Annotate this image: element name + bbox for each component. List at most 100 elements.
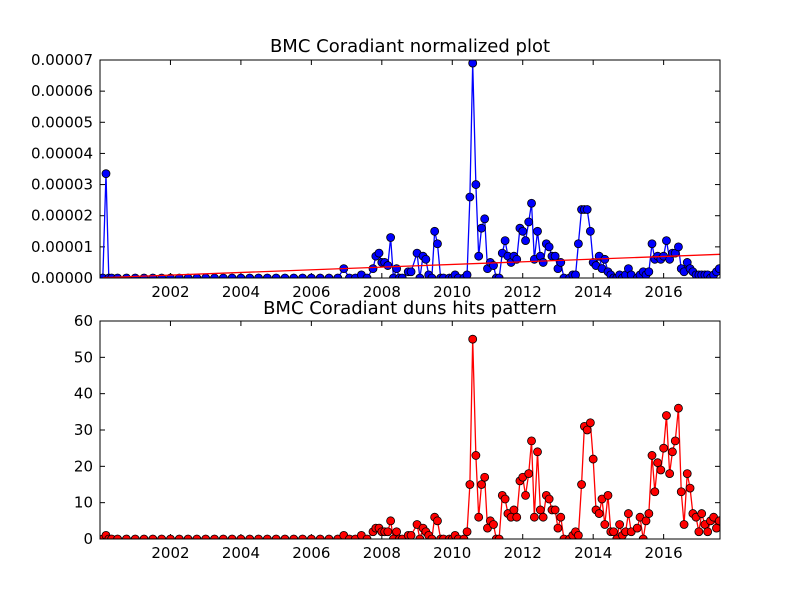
normalized-series-0-point-16 bbox=[218, 273, 228, 278]
duns-hits-series-0-point-63 bbox=[462, 527, 472, 537]
duns-hits-series-0-point-107 bbox=[594, 509, 604, 518]
normalized-series-0-point-76 bbox=[500, 236, 510, 246]
normalized-series-0-point-54 bbox=[430, 226, 440, 236]
normalized-series-0-point-93 bbox=[550, 251, 560, 261]
normalized-series-0-point-83 bbox=[521, 236, 530, 246]
duns-hits-x-tick-label-7: 2016 bbox=[645, 544, 683, 562]
duns-hits-series-0-point-146 bbox=[712, 523, 720, 533]
normalized-x-tick-label-5: 2012 bbox=[504, 283, 542, 301]
duns-hits-series-0-point-67 bbox=[474, 512, 484, 522]
duns-hits-series-0-point-131 bbox=[668, 447, 677, 457]
duns-hits-x-tick-label-1: 2004 bbox=[222, 544, 260, 562]
normalized-x-tick-label-2: 2006 bbox=[292, 283, 330, 301]
duns-hits-y-tick-label-1: 10 bbox=[74, 494, 93, 512]
normalized-series-0-point-133 bbox=[674, 242, 683, 252]
normalized-x-tick-label-6: 2014 bbox=[574, 283, 612, 301]
normalized-series-0-point-34 bbox=[362, 273, 372, 278]
duns-hits-series-0-point-104 bbox=[585, 418, 595, 428]
normalized-plot-panel: BMC Coradiant normalized plot 2002 2004 20… bbox=[31, 36, 721, 301]
duns-hits-series-0-point-140 bbox=[694, 527, 704, 537]
duns-hits-x-tick-label-4: 2010 bbox=[433, 544, 471, 562]
duns-hits-series-0-point-41 bbox=[386, 516, 396, 526]
duns-hits-series-0-point-135 bbox=[679, 520, 689, 529]
normalized-series-0-point-17 bbox=[227, 273, 237, 278]
duns-hits-series-0-point-84 bbox=[524, 469, 534, 479]
normalized-series-0-point-23 bbox=[280, 273, 290, 278]
duns-hits-series-0-point-123 bbox=[644, 509, 654, 518]
normalized-series-0-point-53 bbox=[427, 273, 437, 278]
normalized-series-0-point-74 bbox=[494, 273, 504, 278]
duns-hits-y-tick-label-5: 50 bbox=[74, 348, 93, 366]
normalized-series-0-point-68 bbox=[477, 223, 486, 233]
normalized-series-0-point-19 bbox=[245, 273, 255, 278]
duns-hits-series-0-point-14 bbox=[201, 534, 211, 539]
duns-hits-series-0-point-80 bbox=[512, 512, 522, 522]
duns-hits-series-0-point-85 bbox=[527, 436, 536, 446]
duns-hits-series-0-point-6 bbox=[130, 534, 140, 539]
duns-hits-series-0-point-141 bbox=[697, 509, 707, 518]
duns-hits-series-0-point-79 bbox=[509, 505, 519, 515]
duns-hits-series-0-point-55 bbox=[433, 516, 442, 526]
normalized-series-0-point-100 bbox=[573, 239, 583, 249]
duns-hits-series-0-point-133 bbox=[674, 403, 683, 413]
duns-hits-series-0-point-34 bbox=[362, 534, 372, 539]
duns-hits-series-0-point-125 bbox=[650, 487, 660, 497]
duns-hits-series-0-point-27 bbox=[315, 534, 325, 539]
normalized-series-0-point-21 bbox=[262, 273, 272, 278]
duns-hits-series-0-point-43 bbox=[392, 527, 402, 537]
duns-hits-series-0-point-112 bbox=[609, 527, 619, 537]
normalized-series-0-point-64 bbox=[465, 192, 475, 202]
normalized-series-0-point-20 bbox=[254, 273, 263, 278]
duns-hits-y-tick-label-0: 0 bbox=[83, 530, 93, 548]
normalized-series-0-point-99 bbox=[571, 270, 580, 278]
duns-hits-series-0-point-24 bbox=[289, 534, 299, 539]
duns-hits-series-0-point-128 bbox=[659, 443, 669, 453]
duns-hits-series-0-point-21 bbox=[262, 534, 272, 539]
duns-hits-series-0-point-95 bbox=[556, 512, 566, 522]
duns-hits-series-0-point-28 bbox=[324, 534, 334, 539]
duns-hits-series-0-point-129 bbox=[662, 411, 671, 420]
duns-hits-series-0-point-11 bbox=[174, 534, 184, 539]
duns-hits-series-0-point-22 bbox=[271, 534, 281, 539]
normalized-series-1-line bbox=[102, 253, 720, 278]
duns-hits-series-0-point-72 bbox=[489, 520, 498, 529]
normalized-series-0-point-91 bbox=[544, 242, 554, 252]
normalized-y-tick-label-6: 0.00006 bbox=[31, 82, 93, 100]
normalized-plot-frame bbox=[99, 59, 721, 279]
duns-hits-series-0-point-105 bbox=[588, 454, 598, 464]
normalized-series-0-point-82 bbox=[518, 226, 528, 236]
duns-hits-series-0-point-64 bbox=[465, 480, 475, 489]
normalized-series-0-point-18 bbox=[236, 273, 246, 278]
duns-hits-series-0-point-127 bbox=[656, 465, 666, 475]
normalized-x-tick-label-3: 2008 bbox=[363, 283, 401, 301]
normalized-series-0-point-67 bbox=[474, 251, 484, 261]
normalized-series-0-point-147 bbox=[714, 264, 720, 274]
normalized-series-0-point-69 bbox=[480, 214, 490, 224]
normalized-series-0-point-27 bbox=[315, 273, 325, 278]
normalized-series-0-point-29 bbox=[333, 273, 343, 278]
duns-hits-plot-area bbox=[100, 334, 720, 539]
duns-hits-series-0-point-147 bbox=[714, 516, 720, 526]
duns-hits-series-0-point-130 bbox=[665, 469, 675, 479]
duns-hits-series-0-point-143 bbox=[703, 527, 713, 537]
duns-hits-series-0-point-16 bbox=[218, 534, 228, 539]
duns-hits-series-0-point-19 bbox=[245, 534, 255, 539]
duns-hits-series-0-point-117 bbox=[624, 509, 633, 518]
normalized-series-0-point-123 bbox=[644, 267, 654, 277]
duns-hits-series-0-point-8 bbox=[148, 534, 158, 539]
normalized-series-0-point-66 bbox=[471, 180, 481, 189]
duns-hits-x-tick-label-6: 2014 bbox=[574, 544, 612, 562]
normalized-series-0-point-40 bbox=[383, 261, 393, 270]
normalized-y-tick-label-2: 0.00002 bbox=[31, 207, 93, 225]
normalized-series-0-point-129 bbox=[662, 236, 671, 246]
normalized-series-0-point-26 bbox=[306, 273, 316, 278]
duns-hits-series-0-point-65 bbox=[468, 334, 478, 344]
normalized-x-tick-label-0: 2002 bbox=[151, 283, 189, 301]
normalized-series-0-point-49 bbox=[415, 273, 425, 278]
normalized-series-0-point-89 bbox=[538, 258, 548, 267]
duns-hits-series-0-point-101 bbox=[577, 480, 586, 489]
normalized-series-0-point-51 bbox=[421, 254, 431, 264]
duns-hits-series-0-point-13 bbox=[192, 534, 202, 539]
duns-hits-series-0-point-94 bbox=[553, 523, 563, 533]
normalized-series-0-point-1 bbox=[101, 169, 111, 179]
